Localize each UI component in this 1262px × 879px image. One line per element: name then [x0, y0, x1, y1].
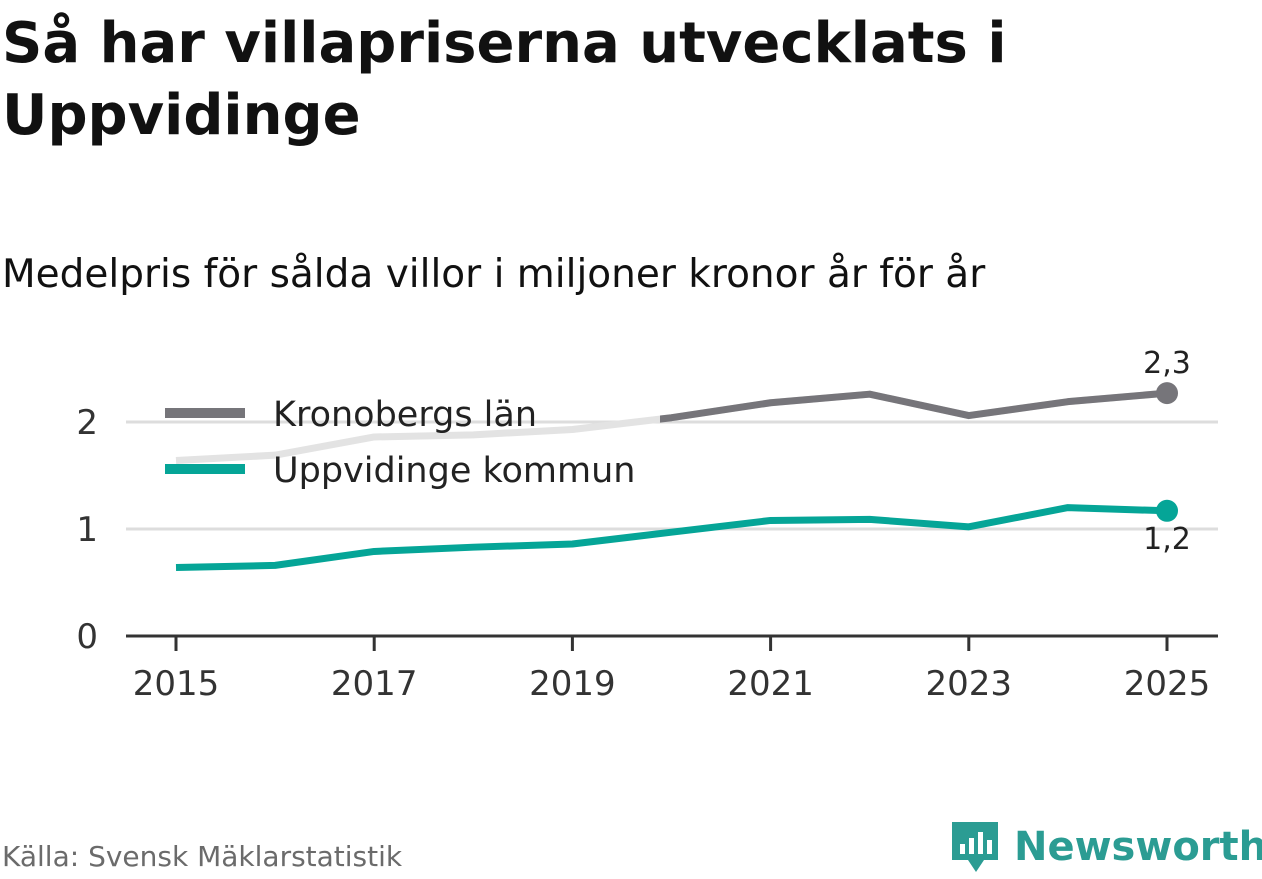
- series-line-lan: [660, 389, 1168, 423]
- x-tick-label: 2015: [133, 664, 220, 704]
- end-markers: 2,3 1,2: [1143, 346, 1191, 557]
- end-label-kommun: 1,2: [1143, 522, 1191, 557]
- series-lines: [175, 389, 1168, 572]
- end-point-kommun: [1156, 499, 1178, 522]
- y-tick-label: 0: [76, 617, 98, 657]
- x-axis-ticks: 2015 2017 2019 2021 2023 2025: [133, 636, 1211, 704]
- x-tick-label: 2025: [1124, 664, 1211, 704]
- chart-subtitle: Medelpris för sålda villor i miljoner kr…: [2, 252, 986, 297]
- chart-title: Så har villapriserna utvecklats i Uppvid…: [2, 11, 1007, 148]
- brand-logo[interactable]: Newsworthy: [950, 818, 1262, 876]
- legend: Kronobergs län Uppvidinge kommun: [165, 395, 635, 491]
- end-point-lan: [1156, 382, 1178, 405]
- x-tick-label: 2021: [727, 664, 814, 704]
- y-tick-label: 2: [76, 403, 98, 443]
- legend-label-kommun: Uppvidinge kommun: [273, 451, 635, 491]
- series-line-kommun: [175, 504, 1168, 572]
- newsworthy-logo-icon: [952, 822, 998, 872]
- line-chart: 0 1 2 2015 2017 2019 2021 2023 2025 Kronobergs …: [76, 346, 1218, 704]
- y-axis-ticks: 0 1 2: [76, 403, 98, 657]
- brand-name: Newsworthy: [1014, 824, 1262, 870]
- x-tick-label: 2019: [529, 664, 616, 704]
- source-note: Källa: Svensk Mäklarstatistik: [2, 840, 403, 873]
- legend-label-lan: Kronobergs län: [273, 395, 537, 435]
- y-tick-label: 1: [76, 510, 98, 550]
- end-label-lan: 2,3: [1143, 346, 1191, 381]
- x-tick-label: 2023: [926, 664, 1013, 704]
- x-tick-label: 2017: [331, 664, 418, 704]
